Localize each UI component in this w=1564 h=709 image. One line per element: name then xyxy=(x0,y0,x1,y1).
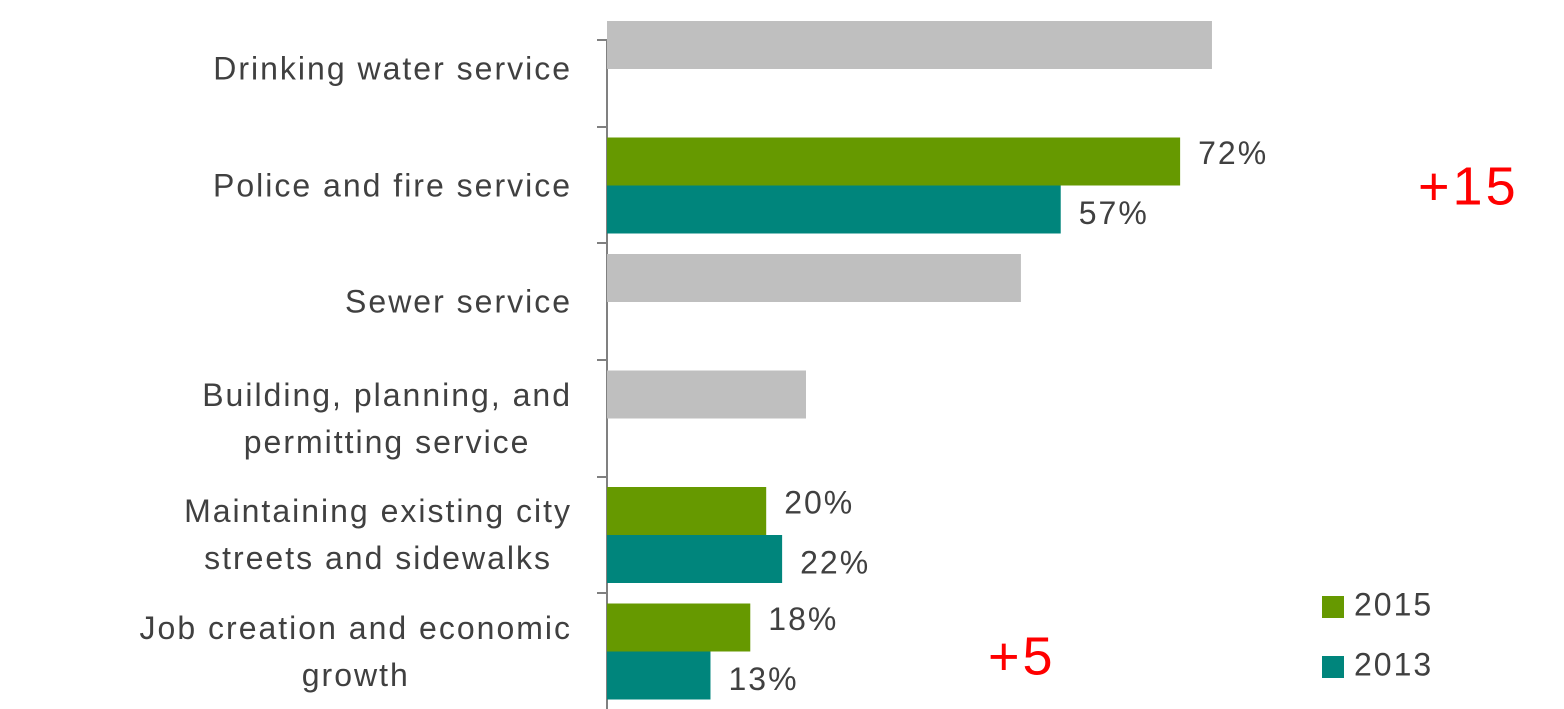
bar xyxy=(607,603,751,652)
bar xyxy=(607,370,806,419)
category-label: Police and fire service xyxy=(212,167,572,203)
value-label: 72% xyxy=(1198,135,1268,171)
value-label: 13% xyxy=(728,661,798,697)
bar xyxy=(607,137,1181,186)
bar xyxy=(607,487,767,535)
bar xyxy=(607,535,783,583)
bar xyxy=(607,651,711,700)
value-label: 18% xyxy=(768,601,838,637)
bar xyxy=(607,254,1021,302)
annotation: +15 xyxy=(1418,156,1519,216)
legend-swatch xyxy=(1322,656,1344,678)
bar xyxy=(607,185,1061,234)
value-label: 20% xyxy=(784,484,854,520)
value-label: 57% xyxy=(1079,195,1149,231)
category-label: Maintaining existing city streets and si… xyxy=(184,493,572,576)
legend-label: 2015 xyxy=(1354,586,1433,622)
legend-label: 2013 xyxy=(1354,646,1433,682)
legend-swatch xyxy=(1322,596,1344,618)
category-label: Building, planning, and permitting servi… xyxy=(202,376,572,460)
category-label: Drinking water service xyxy=(213,50,572,87)
value-label: 22% xyxy=(800,544,870,580)
annotation: +5 xyxy=(988,626,1056,686)
category-label: Job creation and economic growth xyxy=(139,609,572,693)
axis-ticks xyxy=(597,39,607,594)
bar xyxy=(607,21,1212,69)
category-label: Sewer service xyxy=(345,283,572,320)
